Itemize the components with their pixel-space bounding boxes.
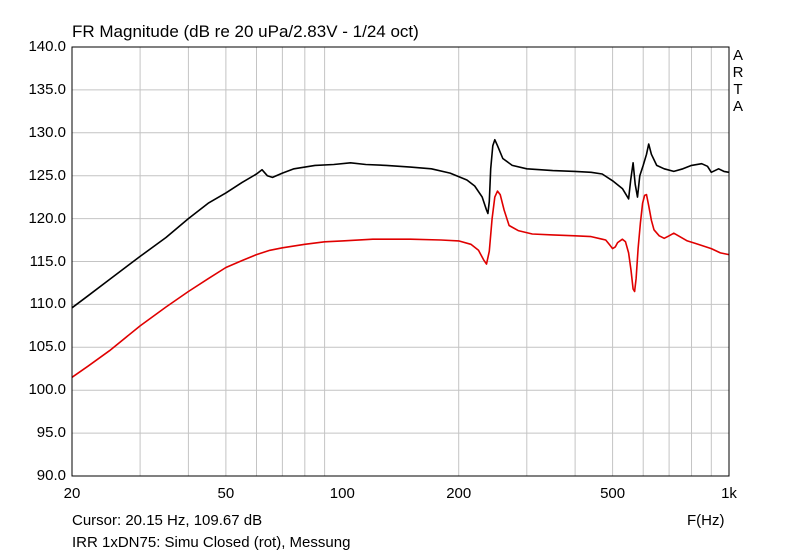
y-tick-label: 130.0: [28, 123, 66, 141]
x-tick-label: 20: [63, 485, 81, 502]
x-axis-label: F(Hz): [687, 512, 725, 529]
x-tick-label: 200: [446, 485, 472, 502]
x-tick-label: 500: [600, 485, 626, 502]
y-tick-label: 110.0: [29, 295, 66, 313]
chart-title: FR Magnitude (dB re 20 uPa/2.83V - 1/24 …: [72, 22, 419, 41]
brand-letter-r: R: [732, 64, 744, 81]
series-line-2: [71, 190, 730, 378]
series-line-1: [71, 138, 730, 309]
y-tick-label: 135.0: [28, 80, 66, 98]
y-tick-label: 105.0: [28, 338, 66, 356]
x-tick-label: 50: [217, 485, 235, 502]
brand-letter-a2: A: [732, 98, 743, 115]
minor-grid: [72, 47, 729, 476]
x-tick-label: 1k: [721, 485, 737, 502]
plot-frame: [71, 46, 730, 477]
y-tick-label: 120.0: [28, 209, 66, 227]
y-tick-label: 95.0: [36, 424, 66, 442]
y-tick-label: 140.0: [28, 38, 66, 55]
y-tick-label: 90.0: [36, 467, 66, 484]
y-tick-label: 115.0: [29, 252, 66, 270]
series-layer: [71, 138, 730, 378]
brand-letter-a1: A: [732, 47, 743, 64]
y-tick-label: 125.0: [28, 166, 66, 184]
legend-text: IRR 1xDN75: Simu Closed (rot), Messung: [72, 534, 351, 551]
cursor-readout: Cursor: 20.15 Hz, 109.67 dB: [72, 512, 263, 529]
x-tick-label: 100: [329, 485, 355, 502]
brand-letter-t: T: [733, 81, 743, 98]
y-tick-label: 100.0: [28, 381, 66, 399]
